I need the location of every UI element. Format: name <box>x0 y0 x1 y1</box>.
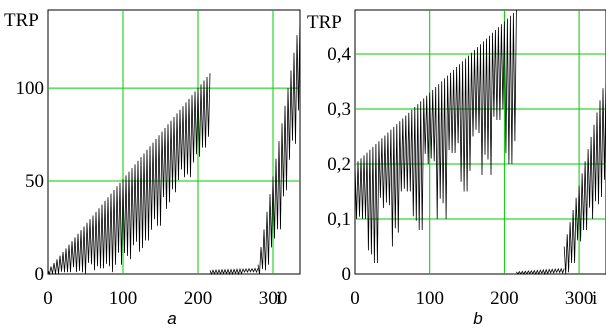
series-b <box>354 9 606 276</box>
plot-frame-a <box>47 9 301 275</box>
y-tick-label: 0,1 <box>327 209 351 230</box>
panel-caption-a: a <box>167 309 176 328</box>
x-tick-label: 200 <box>184 288 213 309</box>
series-line-segment-1 <box>516 267 565 276</box>
x-tick-label: 300 <box>259 288 288 309</box>
x-tick-label: 100 <box>109 288 138 309</box>
y-tick-labels-a: 0 50 100 <box>16 78 45 285</box>
plot-frame-b <box>354 9 606 275</box>
x-tick-label: 0 <box>43 288 53 309</box>
y-axis-label-a: TRP <box>4 10 39 31</box>
x-tick-label: 0 <box>350 288 360 309</box>
y-tick-label: 0,4 <box>327 44 351 65</box>
x-tick-label: 200 <box>490 288 519 309</box>
x-axis-label-b: i <box>592 288 597 309</box>
x-tick-label: 100 <box>415 288 444 309</box>
series-a <box>47 17 301 276</box>
chart-panel-a: 0 50 100 0 100 200 300 TRP i a <box>4 9 301 328</box>
y-tick-label: 100 <box>16 78 45 99</box>
series-line-segment-2 <box>257 17 301 275</box>
x-tick-labels-b: 0 100 200 300 <box>350 288 593 309</box>
y-tick-label: 0,2 <box>327 154 351 175</box>
series-line-segment-1 <box>209 267 259 276</box>
x-axis-label-a: i <box>276 288 281 309</box>
y-tick-label: 0 <box>342 264 352 285</box>
grid-a <box>48 10 300 274</box>
y-tick-label: 0 <box>35 264 45 285</box>
y-tick-labels-b: 0 0,1 0,2 0,3 0,4 <box>327 44 351 285</box>
series-line-segment-2 <box>563 75 606 275</box>
series-line-segment-0 <box>47 73 211 276</box>
x-tick-label: 300 <box>565 288 594 309</box>
panel-caption-b: b <box>473 309 482 328</box>
series-line-segment-0 <box>354 9 517 264</box>
x-tick-labels-a: 0 100 200 300 <box>43 288 287 309</box>
y-axis-label-b: TRP <box>307 12 342 33</box>
chart-panel-b: 0 0,1 0,2 0,3 0,4 0 100 200 300 TRP i b <box>307 9 606 328</box>
y-tick-label: 0,3 <box>327 99 351 120</box>
y-tick-label: 50 <box>25 171 44 192</box>
